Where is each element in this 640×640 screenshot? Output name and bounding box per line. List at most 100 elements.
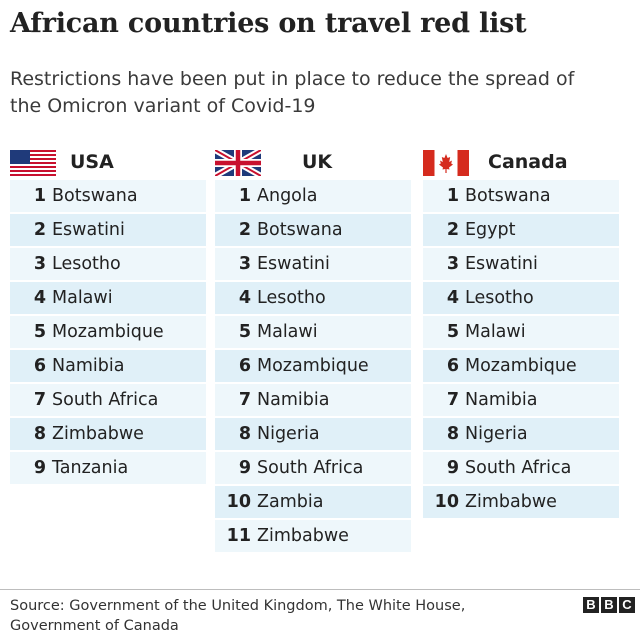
item-country-name: Malawi <box>52 288 113 308</box>
page-subtitle: Restrictions have been put in place to r… <box>10 68 575 117</box>
item-number: 5 <box>446 322 459 342</box>
column-country-name: Canada <box>488 151 568 173</box>
bbc-logo: B B C <box>583 597 635 613</box>
item-number: 11 <box>226 526 251 546</box>
list-item: 7 South Africa <box>10 384 206 416</box>
column-header: Canada <box>423 148 619 178</box>
item-number: 4 <box>238 288 251 308</box>
item-number: 8 <box>238 424 251 444</box>
item-country-name: Zimbabwe <box>52 424 144 444</box>
item-country-name: Lesotho <box>52 254 121 274</box>
item-number: 6 <box>238 356 251 376</box>
list-item: 9 Tanzania <box>10 452 206 484</box>
item-number: 2 <box>33 220 46 240</box>
item-country-name: Namibia <box>257 390 330 410</box>
list-item: 4 Lesotho <box>215 282 411 314</box>
item-country-name: South Africa <box>465 458 572 478</box>
item-country-name: Lesotho <box>257 288 326 308</box>
list-item: 6 Mozambique <box>215 350 411 382</box>
item-country-name: South Africa <box>257 458 364 478</box>
item-country-name: Mozambique <box>257 356 369 376</box>
item-number: 3 <box>446 254 459 274</box>
list-item: 4 Lesotho <box>423 282 619 314</box>
column-usa: USA 1 Botswana 2 Eswatini 3 Lesotho 4 Malawi 5 Mo… <box>10 148 206 486</box>
item-number: 4 <box>33 288 46 308</box>
bbc-logo-letter: B <box>583 597 599 613</box>
item-country-name: Tanzania <box>52 458 129 478</box>
item-number: 8 <box>446 424 459 444</box>
item-country-name: South Africa <box>52 390 159 410</box>
item-number: 4 <box>446 288 459 308</box>
list-item: 7 Namibia <box>215 384 411 416</box>
column-uk: UK 1 Angola 2 Botswana 3 Eswatini 4 Lesotho 5 Mal… <box>215 148 411 554</box>
list-item: 3 Lesotho <box>10 248 206 280</box>
item-number: 2 <box>238 220 251 240</box>
item-number: 9 <box>446 458 459 478</box>
item-country-name: Namibia <box>465 390 538 410</box>
list-item: 9 South Africa <box>215 452 411 484</box>
item-number: 2 <box>446 220 459 240</box>
item-number: 8 <box>33 424 46 444</box>
item-country-name: Zimbabwe <box>465 492 557 512</box>
item-number: 7 <box>33 390 46 410</box>
uk-flag-icon <box>215 150 261 176</box>
list-item: 6 Mozambique <box>423 350 619 382</box>
source-note: Source: Government of the United Kingdom… <box>10 598 466 634</box>
list-item: 10 Zambia <box>215 486 411 518</box>
list-item: 1 Botswana <box>423 180 619 212</box>
item-number: 5 <box>238 322 251 342</box>
list-item: 6 Namibia <box>10 350 206 382</box>
item-number: 10 <box>226 492 251 512</box>
list-item: 11 Zimbabwe <box>215 520 411 552</box>
list-item: 4 Malawi <box>10 282 206 314</box>
item-number: 3 <box>238 254 251 274</box>
column-header: USA <box>10 148 206 178</box>
us-flag-icon <box>10 150 56 176</box>
bbc-logo-letter: B <box>601 597 617 613</box>
list-item: 8 Nigeria <box>215 418 411 450</box>
item-country-name: Botswana <box>257 220 343 240</box>
bbc-logo-letter: C <box>619 597 635 613</box>
list-item: 2 Botswana <box>215 214 411 246</box>
item-country-name: Eswatini <box>257 254 330 274</box>
item-country-name: Zambia <box>257 492 324 512</box>
column-header: UK <box>215 148 411 178</box>
list-item: 5 Malawi <box>215 316 411 348</box>
item-country-name: Malawi <box>257 322 318 342</box>
item-country-name: Botswana <box>52 186 138 206</box>
item-number: 1 <box>33 186 46 206</box>
item-number: 1 <box>238 186 251 206</box>
item-country-name: Eswatini <box>52 220 125 240</box>
item-number: 9 <box>33 458 46 478</box>
item-country-name: Eswatini <box>465 254 538 274</box>
item-number: 1 <box>446 186 459 206</box>
list-item: 1 Botswana <box>10 180 206 212</box>
list-item: 10 Zimbabwe <box>423 486 619 518</box>
list-item: 3 Eswatini <box>423 248 619 280</box>
item-number: 6 <box>33 356 46 376</box>
item-country-name: Botswana <box>465 186 551 206</box>
column-canada: Canada 1 Botswana 2 Egypt 3 Eswatini 4 Lesotho 5… <box>423 148 619 520</box>
list-item: 2 Egypt <box>423 214 619 246</box>
list-item: 1 Angola <box>215 180 411 212</box>
item-country-name: Nigeria <box>257 424 320 444</box>
canada-flag-icon <box>423 150 469 176</box>
country-list: 1 Botswana 2 Eswatini 3 Lesotho 4 Malawi 5 Mozamb… <box>10 180 206 484</box>
item-number: 3 <box>33 254 46 274</box>
list-item: 2 Eswatini <box>10 214 206 246</box>
item-number: 7 <box>238 390 251 410</box>
item-country-name: Malawi <box>465 322 526 342</box>
item-country-name: Namibia <box>52 356 125 376</box>
list-item: 8 Zimbabwe <box>10 418 206 450</box>
country-list: 1 Angola 2 Botswana 3 Eswatini 4 Lesotho 5 Malawi… <box>215 180 411 552</box>
item-number: 6 <box>446 356 459 376</box>
item-number: 5 <box>33 322 46 342</box>
list-item: 5 Mozambique <box>10 316 206 348</box>
item-country-name: Egypt <box>465 220 516 240</box>
item-country-name: Nigeria <box>465 424 528 444</box>
list-item: 9 South Africa <box>423 452 619 484</box>
page-title: African countries on travel red list <box>10 8 527 39</box>
item-country-name: Mozambique <box>52 322 164 342</box>
item-country-name: Lesotho <box>465 288 534 308</box>
footer-divider <box>0 589 640 590</box>
